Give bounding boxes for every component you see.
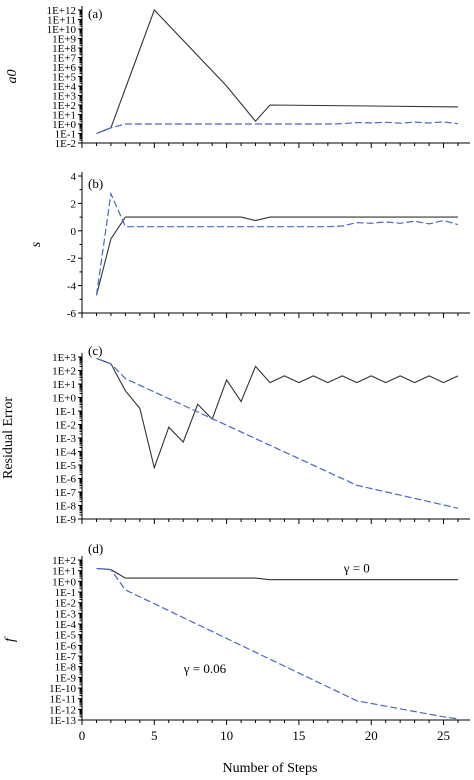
series-line-solid (96, 567, 458, 581)
y-tick-label: 1E-11 (50, 694, 76, 706)
y-tick-label: 1E-3 (55, 608, 77, 620)
y-tick-label: 1E-13 (49, 715, 76, 727)
panel-c: 1E-91E-8 1E-71E-6 1E-51E-4 1E-31E-2 1E-11E+0… (1, 343, 470, 526)
y-tick-label: 1E+3 (52, 91, 76, 103)
y-tick-label: 1E+4 (52, 81, 76, 93)
y-tick-label: 1E+11 (47, 15, 76, 27)
y-axis-label: Residual Error (1, 397, 16, 479)
y-tick-label: 1E-6 (55, 640, 77, 652)
y-tick-label: 1E+3 (52, 352, 76, 364)
y-tick-label: 1E+0 (52, 119, 76, 131)
y-tick-label: 1E-2 (55, 420, 76, 432)
x-tick-label: 20 (365, 728, 378, 743)
y-axis-label: f (3, 636, 18, 642)
y-tick-label: 1E-2 (55, 598, 76, 610)
annotation: γ = 0 (343, 561, 370, 576)
y-tick-label: 1E+1 (52, 110, 76, 122)
x-tick-label: 5 (151, 728, 158, 743)
y-tick-label: 1E-4 (55, 619, 77, 631)
y-tick-label: 1E-1 (55, 406, 76, 418)
panel-b: 4 2 0 -2 -4 -6 s (b) (29, 171, 470, 320)
y-tick-label: 1E-12 (49, 704, 76, 716)
annotation: γ = 0.06 (183, 661, 227, 676)
series-line-solid (96, 357, 459, 470)
y-tick-label: 1E-5 (55, 460, 77, 472)
y-tick-label: 1E+1 (52, 566, 76, 578)
x-tick-label: 10 (220, 728, 233, 743)
panel-label: (b) (88, 176, 103, 191)
y-tick-label: 1E+2 (52, 555, 76, 567)
y-tick-label: 1E+5 (52, 72, 76, 84)
y-tick-label: 1E-1 (55, 587, 76, 599)
y-tick-label: 1E-8 (55, 662, 77, 674)
y-tick-label: 1E-8 (55, 501, 77, 513)
y-axis-label: a0 (5, 70, 20, 84)
y-tick-label: 1E+8 (52, 43, 76, 55)
x-axis-label: Number of Steps (223, 761, 318, 776)
y-tick-label: 2 (71, 198, 77, 210)
x-tick-label: 15 (292, 728, 305, 743)
series-line-dashed (95, 191, 459, 296)
y-tick-label: 1E-7 (55, 651, 77, 663)
y-tick-label: 1E-3 (55, 433, 77, 445)
panel-label: (d) (88, 541, 103, 556)
y-tick-label: 1E-1 (55, 129, 76, 141)
y-tick-label: 1E+6 (52, 62, 76, 74)
y-tick-label: 1E+12 (47, 5, 76, 17)
panel-a: 1E-21E-11E+01E+11E+21E+31E+41E+51E+61E+7… (5, 5, 470, 150)
y-tick-label: 1E-5 (55, 630, 77, 642)
y-tick-label: 1E-7 (55, 487, 77, 499)
y-tick-label: 1E+0 (52, 576, 76, 588)
series-line-dashed (96, 357, 459, 509)
series-line-solid (96, 8, 459, 135)
y-tick-label: 1E+9 (52, 34, 76, 46)
y-tick-label: 4 (71, 171, 77, 183)
panel-d: 1E-131E-121E-111E-101E-91E-81E-71E-61E-5… (3, 541, 470, 776)
y-axis-label: s (29, 241, 44, 247)
panel-label: (a) (88, 6, 102, 21)
y-tick-label: 0 (71, 226, 77, 238)
y-tick-label: 1E+0 (52, 393, 76, 405)
series-line-dashed (96, 121, 459, 135)
y-tick-label: 1E-6 (55, 474, 77, 486)
y-tick-label: 1E-10 (49, 683, 76, 695)
panel-label: (c) (88, 343, 102, 358)
y-tick-label: 1E+10 (47, 24, 77, 36)
x-tick-label: 0 (79, 728, 86, 743)
x-tick-label: 25 (437, 728, 450, 743)
y-tick-label: 1E-9 (55, 514, 77, 526)
y-tick-label: 1E-4 (55, 447, 77, 459)
y-tick-label: 1E+7 (52, 53, 76, 65)
y-tick-label: 1E-2 (55, 138, 76, 150)
y-tick-label: -6 (67, 308, 77, 320)
y-tick-label: -4 (67, 281, 77, 293)
y-tick-label: 1E-9 (55, 672, 77, 684)
y-tick-label: 1E+1 (52, 379, 76, 391)
y-tick-label: 1E+2 (52, 366, 76, 378)
y-tick-label: 1E+2 (52, 100, 76, 112)
y-tick-label: -2 (67, 253, 76, 265)
series-line-dashed (96, 567, 459, 720)
series-line-solid (95, 216, 458, 296)
